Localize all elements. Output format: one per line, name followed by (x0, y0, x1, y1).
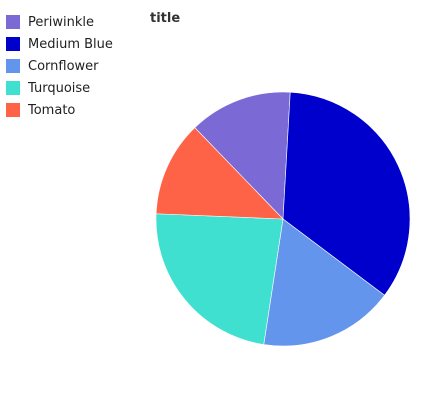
pie-slice-medium-blue (282, 91, 411, 296)
pie-slice-cornflower (263, 218, 385, 347)
legend-item-periwinkle: Periwinkle (6, 11, 113, 33)
legend-item-turquoise: Turquoise (6, 77, 113, 99)
legend-swatch-tomato (6, 103, 20, 117)
legend-label-tomato: Tomato (28, 102, 76, 118)
legend-item-medium-blue: Medium Blue (6, 33, 113, 55)
legend-swatch-periwinkle (6, 15, 20, 29)
legend-swatch-medium-blue (6, 37, 20, 51)
pie-slice-tomato (155, 127, 284, 220)
legend: Periwinkle Medium Blue Cornflower Turquo… (6, 11, 113, 121)
legend-swatch-cornflower (6, 59, 20, 73)
legend-item-tomato: Tomato (6, 99, 113, 121)
legend-label-periwinkle: Periwinkle (28, 14, 94, 30)
chart-title: title (150, 11, 181, 26)
legend-swatch-turquoise (6, 81, 20, 95)
pie-slice-periwinkle (194, 91, 291, 220)
legend-label-cornflower: Cornflower (28, 58, 99, 74)
legend-item-cornflower: Cornflower (6, 55, 113, 77)
pie-slice-turquoise (155, 213, 284, 345)
legend-label-turquoise: Turquoise (28, 80, 91, 96)
legend-label-medium-blue: Medium Blue (28, 36, 113, 52)
